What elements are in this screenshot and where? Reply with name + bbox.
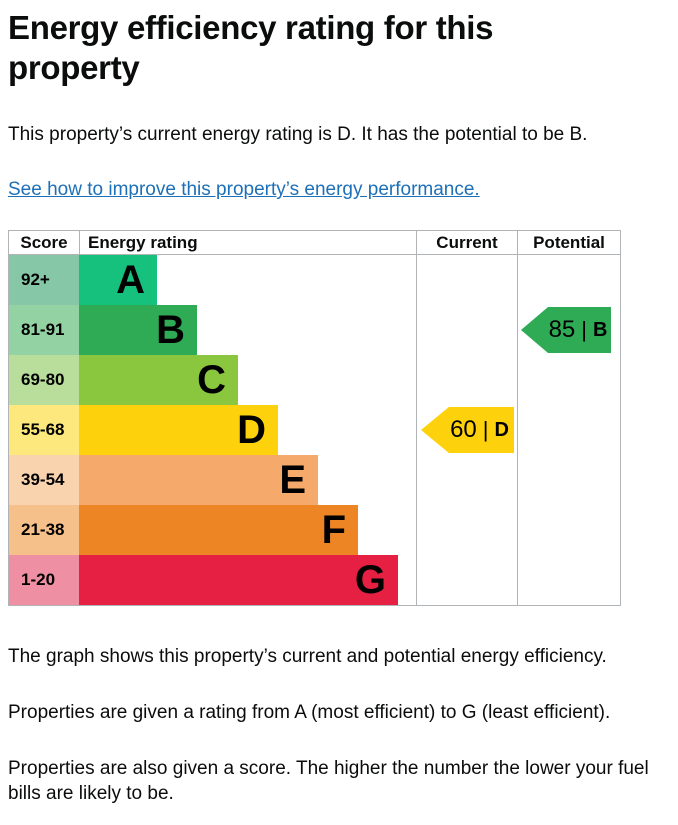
- current-rating-band: D: [494, 418, 509, 441]
- band-bar-cell-a: A: [79, 255, 416, 305]
- band-bar-g: G: [79, 555, 398, 605]
- rating-summary-text: This property’s current energy rating is…: [8, 124, 588, 145]
- current-rating-value: 60: [450, 416, 477, 443]
- current-cell-d: 60 | D: [416, 405, 517, 455]
- band-letter-c: C: [197, 358, 226, 402]
- band-letter-d: D: [237, 408, 266, 452]
- column-header-energy-rating: Energy rating: [79, 231, 416, 254]
- band-bar-cell-g: G: [79, 555, 416, 605]
- potential-cell-a: [517, 255, 620, 305]
- band-score-range-a: 92+: [9, 255, 79, 305]
- band-bar-a: A: [79, 255, 157, 305]
- potential-rating-band: B: [592, 318, 608, 341]
- band-letter-g: G: [354, 558, 386, 602]
- current-cell-b: [416, 305, 517, 355]
- current-cell-e: [416, 455, 517, 505]
- current-cell-f: [416, 505, 517, 555]
- band-bar-cell-c: C: [79, 355, 416, 405]
- band-row-d: 55-68 D 60 | D: [9, 405, 620, 455]
- band-bar-cell-b: B: [79, 305, 416, 355]
- band-bar-cell-f: F: [79, 505, 416, 555]
- footnote-score: Properties are also given a score. The h…: [8, 758, 649, 804]
- potential-cell-d: [517, 405, 620, 455]
- band-score-range-b: 81-91: [9, 305, 79, 355]
- potential-cell-g: [517, 555, 620, 605]
- column-header-potential: Potential: [517, 231, 620, 254]
- band-bar-d: D: [79, 405, 278, 455]
- epc-band-rows: 92+ A 81-91 B 85 | B 69-80 C 55-68 D 60 | D 39-54 E 21-3…: [9, 255, 620, 605]
- chart-header-row: Score Energy rating Current Potential: [9, 231, 620, 255]
- current-rating-arrow: 60 | D: [421, 407, 514, 453]
- band-row-c: 69-80 C: [9, 355, 620, 405]
- band-bar-c: C: [79, 355, 238, 405]
- band-row-a: 92+ A: [9, 255, 620, 305]
- band-letter-b: B: [156, 308, 185, 352]
- potential-cell-f: [517, 505, 620, 555]
- potential-cell-e: [517, 455, 620, 505]
- potential-cell-c: [517, 355, 620, 405]
- footnote-graph: The graph shows this property’s current …: [8, 646, 607, 667]
- band-score-range-f: 21-38: [9, 505, 79, 555]
- column-header-score: Score: [20, 232, 68, 252]
- band-bar-cell-e: E: [79, 455, 416, 505]
- band-score-range-g: 1-20: [9, 555, 79, 605]
- band-row-f: 21-38 F: [9, 505, 620, 555]
- column-header-current: Current: [416, 231, 517, 254]
- footnote-rating: Properties are given a rating from A (mo…: [8, 702, 611, 723]
- band-letter-f: F: [321, 508, 346, 552]
- band-bar-cell-d: D: [79, 405, 416, 455]
- page-title: Energy efficiency rating for this proper…: [8, 9, 494, 86]
- separator: |: [482, 417, 489, 442]
- band-row-b: 81-91 B 85 | B: [9, 305, 620, 355]
- separator: |: [581, 317, 587, 342]
- improve-performance-link[interactable]: See how to improve this property’s energ…: [8, 179, 480, 200]
- epc-page: Energy efficiency rating for this proper…: [0, 8, 678, 806]
- band-row-e: 39-54 E: [9, 455, 620, 505]
- band-score-range-e: 39-54: [9, 455, 79, 505]
- band-score-range-d: 55-68: [9, 405, 79, 455]
- current-cell-a: [416, 255, 517, 305]
- potential-rating-value: 85: [548, 316, 576, 343]
- band-bar-b: B: [79, 305, 197, 355]
- current-cell-g: [416, 555, 517, 605]
- band-bar-f: F: [79, 505, 358, 555]
- band-letter-a: A: [116, 258, 145, 302]
- energy-rating-chart: Score Energy rating Current Potential 92…: [8, 230, 621, 606]
- potential-cell-b: 85 | B: [517, 305, 620, 355]
- band-bar-e: E: [79, 455, 318, 505]
- potential-rating-arrow: 85 | B: [521, 307, 611, 353]
- current-cell-c: [416, 355, 517, 405]
- band-row-g: 1-20 G: [9, 555, 620, 605]
- band-score-range-c: 69-80: [9, 355, 79, 405]
- band-letter-e: E: [279, 458, 306, 502]
